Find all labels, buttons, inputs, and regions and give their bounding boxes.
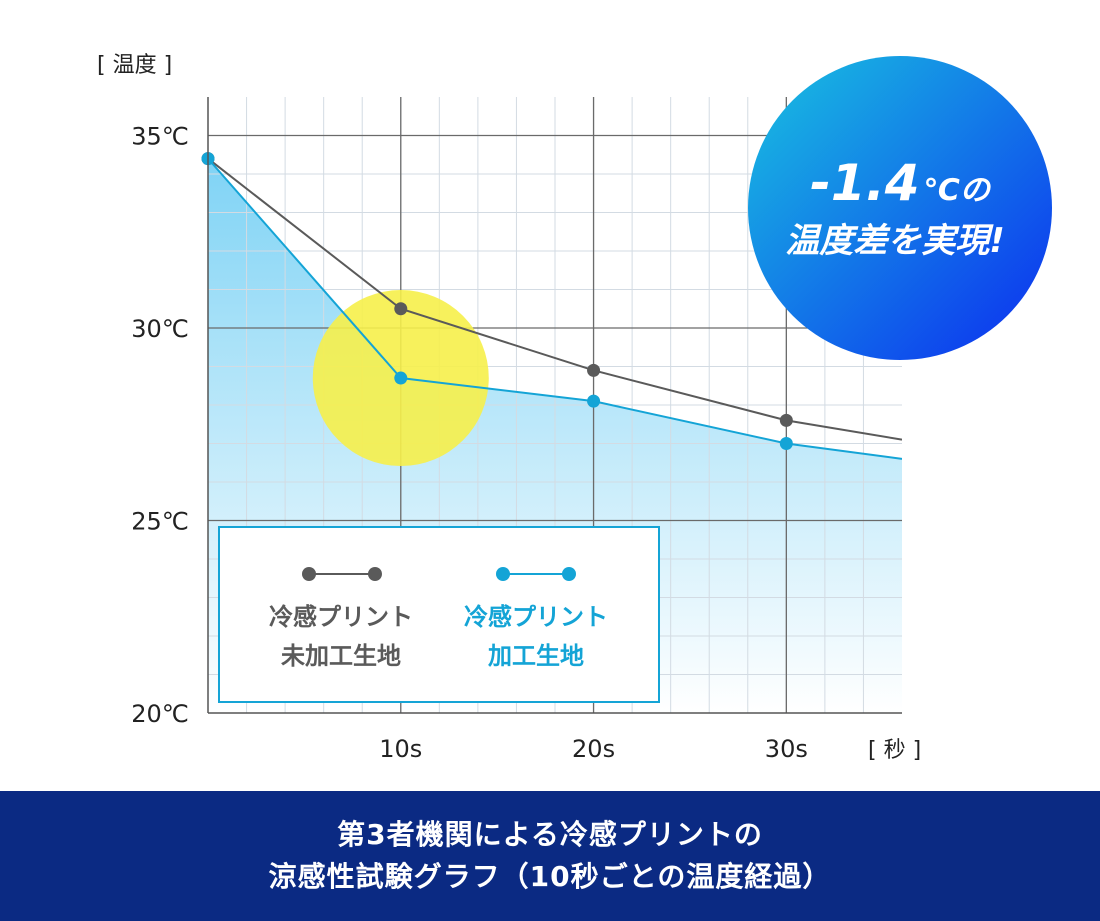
- legend-series-2-line1: 冷感プリント: [464, 603, 608, 631]
- y-tick-label: 20℃: [131, 700, 189, 728]
- y-tick-label: 35℃: [131, 123, 189, 151]
- series-1-point: [394, 302, 408, 316]
- y-tick-label: 25℃: [131, 508, 189, 536]
- badge-line-2: 温度差を実現!: [785, 221, 1005, 261]
- x-tick-label: 20s: [572, 735, 615, 763]
- legend-swatch-dot: [562, 567, 576, 581]
- series-2-point: [394, 371, 408, 385]
- x-tick-labels: 10s 20s 30s: [379, 735, 808, 763]
- badge-line-1: -1.4 ℃の: [810, 154, 992, 212]
- x-axis-unit-label: [ 秒 ]: [868, 738, 921, 763]
- legend-series-1-line1: 冷感プリント: [269, 603, 413, 631]
- legend-series-2-line2: 加工生地: [488, 642, 584, 670]
- legend: 冷感プリント 未加工生地 冷感プリント 加工生地: [218, 526, 660, 703]
- caption-line-1: 第3者機関による冷感プリントの: [337, 818, 763, 851]
- series-1-point: [779, 413, 793, 427]
- legend-series-1-line2: 未加工生地: [281, 642, 401, 670]
- badge-circle: [748, 56, 1052, 360]
- legend-swatch-dot: [368, 567, 382, 581]
- x-tick-label: 30s: [765, 735, 808, 763]
- chart-caption-banner: 第3者機関による冷感プリントの 涼感性試験グラフ（10秒ごとの温度経過）: [0, 791, 1100, 921]
- legend-swatch-dot: [302, 567, 316, 581]
- caption-line-2: 涼感性試験グラフ（10秒ごとの温度経過）: [268, 860, 832, 893]
- series-2-point: [587, 394, 601, 408]
- legend-box: [218, 526, 660, 703]
- legend-swatch-dot: [496, 567, 510, 581]
- axes: [207, 97, 902, 714]
- y-tick-label: 30℃: [131, 315, 189, 343]
- temperature-difference-badge: -1.4 ℃の 温度差を実現!: [748, 56, 1052, 360]
- x-tick-label: 10s: [379, 735, 422, 763]
- y-tick-labels: 35℃ 30℃ 25℃ 20℃: [131, 123, 189, 729]
- y-axis-unit-label: [ 温度 ]: [97, 53, 172, 78]
- series-2-point: [779, 437, 793, 450]
- temperature-chart: 35℃ 30℃ 25℃ 20℃ 10s 20s 30s [ 温度 ] [ 秒 ] 冷感プリ…: [97, 53, 1052, 763]
- series-1-point: [587, 363, 601, 377]
